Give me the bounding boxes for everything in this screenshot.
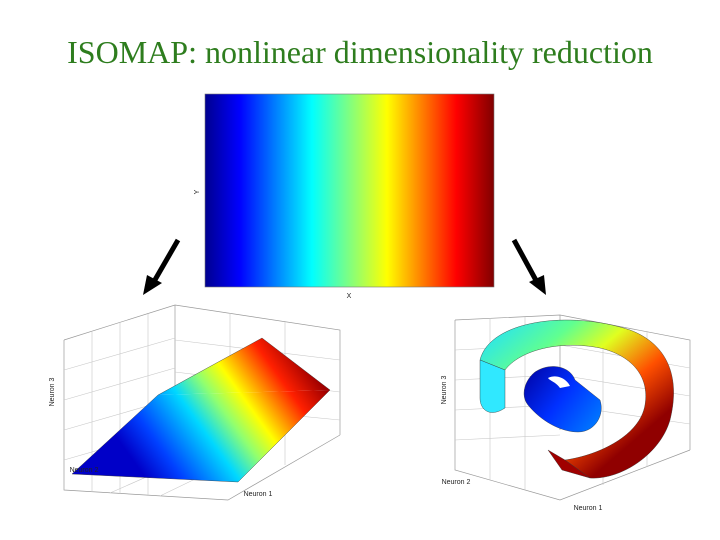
left-xlabel: Neuron 1 xyxy=(244,491,273,498)
left-arrow xyxy=(143,238,181,295)
right-3d-panel: Neuron 3 Neuron 2 Neuron 1 xyxy=(441,314,691,512)
right-xlabel: Neuron 1 xyxy=(574,505,603,512)
plane-surface xyxy=(72,390,330,482)
right-ylabel: Neuron 2 xyxy=(442,479,471,486)
top-embedding-panel: X Y xyxy=(194,93,495,300)
swiss-roll-inner xyxy=(523,366,602,433)
top-panel-xlabel: X xyxy=(347,293,352,300)
jet-colormap-rect xyxy=(205,94,494,287)
top-panel-ylabel: Y xyxy=(194,189,201,194)
left-zlabel: Neuron 3 xyxy=(49,377,56,406)
left-ylabel: Neuron 2 xyxy=(70,467,99,474)
right-zlabel: Neuron 3 xyxy=(441,375,448,404)
slide-title: ISOMAP: nonlinear dimensionality reducti… xyxy=(67,34,653,70)
swiss-roll-outer xyxy=(479,319,674,479)
right-arrow xyxy=(511,238,546,295)
left-3d-panel: Neuron 3 Neuron 2 Neuron 1 xyxy=(49,304,341,501)
